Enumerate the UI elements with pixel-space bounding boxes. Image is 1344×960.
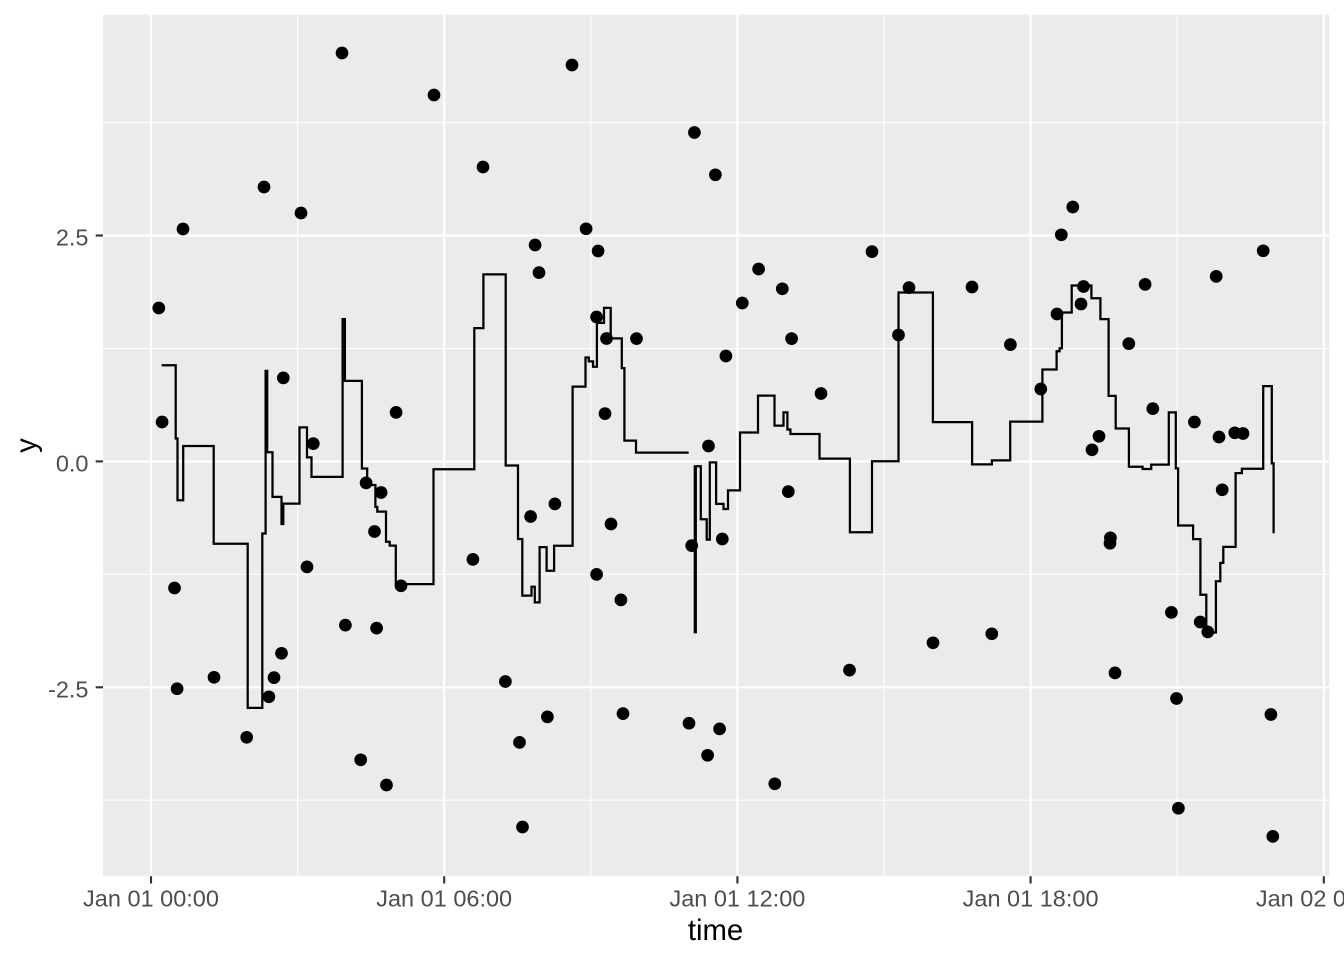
svg-text:0.0: 0.0 <box>56 450 89 476</box>
svg-text:time: time <box>688 914 743 947</box>
svg-text:Jan 02 00:00: Jan 02 00:00 <box>1256 886 1344 912</box>
svg-text:-2.5: -2.5 <box>48 676 89 702</box>
svg-text:Jan 01 18:00: Jan 01 18:00 <box>963 886 1099 912</box>
svg-text:Jan 01 00:00: Jan 01 00:00 <box>83 886 219 912</box>
svg-text:y: y <box>10 438 43 453</box>
svg-text:Jan 01 06:00: Jan 01 06:00 <box>376 886 512 912</box>
svg-text:Jan 01 12:00: Jan 01 12:00 <box>669 886 805 912</box>
svg-text:2.5: 2.5 <box>56 225 89 251</box>
